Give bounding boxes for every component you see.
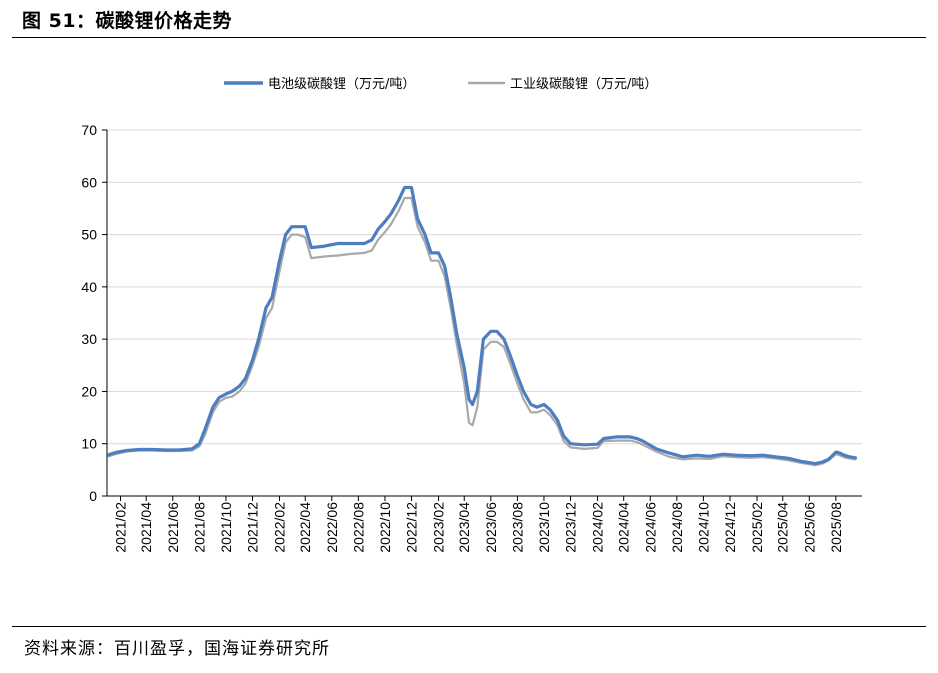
axes — [106, 130, 862, 497]
y-tick-label: 0 — [89, 488, 97, 504]
title-divider — [12, 37, 926, 38]
figure-title: 图 51：碳酸锂价格走势 — [22, 10, 233, 32]
battery-grade-line — [107, 185, 858, 466]
x-tick-label: 2024/08 — [669, 502, 685, 553]
industrial-grade-line — [107, 196, 857, 467]
x-tick-label: 2021/12 — [245, 502, 261, 553]
x-tick-label: 2024/02 — [590, 502, 606, 553]
y-axis-ticks: 0 10 20 30 40 50 60 70 — [81, 122, 107, 504]
x-tick-label: 2022/12 — [404, 502, 420, 553]
legend-battery-grade-label: 电池级碳酸锂（万元/吨） — [268, 77, 415, 92]
x-tick-label: 2023/12 — [563, 502, 579, 553]
x-tick-label: 2025/04 — [775, 502, 791, 553]
legend-industrial-grade-label: 工业级碳酸锂（万元/吨） — [510, 77, 657, 92]
x-axis-ticks: 2021/02 2021/04 2021/06 2021/08 2021/10 2021/… — [113, 496, 844, 553]
legend: 电池级碳酸锂（万元/吨） 工业级碳酸锂（万元/吨） — [224, 77, 657, 92]
x-tick-label: 2022/10 — [377, 502, 393, 553]
x-tick-label: 2023/04 — [456, 502, 472, 553]
x-tick-label: 2021/02 — [113, 502, 129, 553]
y-tick-label: 20 — [81, 383, 97, 399]
x-tick-label: 2023/06 — [483, 502, 499, 553]
series-lines — [107, 185, 858, 467]
y-tick-label: 10 — [81, 436, 97, 452]
x-tick-label: 2024/10 — [695, 502, 711, 553]
source-note: 资料来源：百川盈孚，国海证券研究所 — [24, 639, 330, 659]
source-divider — [12, 626, 926, 627]
x-tick-label: 2022/08 — [350, 502, 366, 553]
y-tick-label: 50 — [81, 227, 97, 243]
x-tick-label: 2022/04 — [297, 502, 313, 553]
x-tick-label: 2024/12 — [722, 502, 738, 553]
x-tick-label: 2023/10 — [536, 502, 552, 553]
x-tick-label: 2024/06 — [642, 502, 658, 553]
y-tick-label: 70 — [81, 122, 97, 138]
x-tick-label: 2024/04 — [616, 502, 632, 553]
y-tick-label: 40 — [81, 279, 97, 295]
x-tick-label: 2025/02 — [749, 502, 765, 553]
x-tick-label: 2021/08 — [191, 502, 207, 553]
x-tick-label: 2023/02 — [431, 502, 447, 553]
x-tick-label: 2021/06 — [165, 502, 181, 553]
x-tick-label: 2025/06 — [801, 502, 817, 553]
x-tick-label: 2021/10 — [218, 502, 234, 553]
x-tick-label: 2021/04 — [138, 502, 154, 553]
y-tick-label: 30 — [81, 331, 97, 347]
x-tick-label: 2022/02 — [272, 502, 288, 553]
x-tick-label: 2025/08 — [828, 502, 844, 553]
x-tick-label: 2022/06 — [324, 502, 340, 553]
x-tick-label: 2023/08 — [509, 502, 525, 553]
y-tick-label: 60 — [81, 174, 97, 190]
